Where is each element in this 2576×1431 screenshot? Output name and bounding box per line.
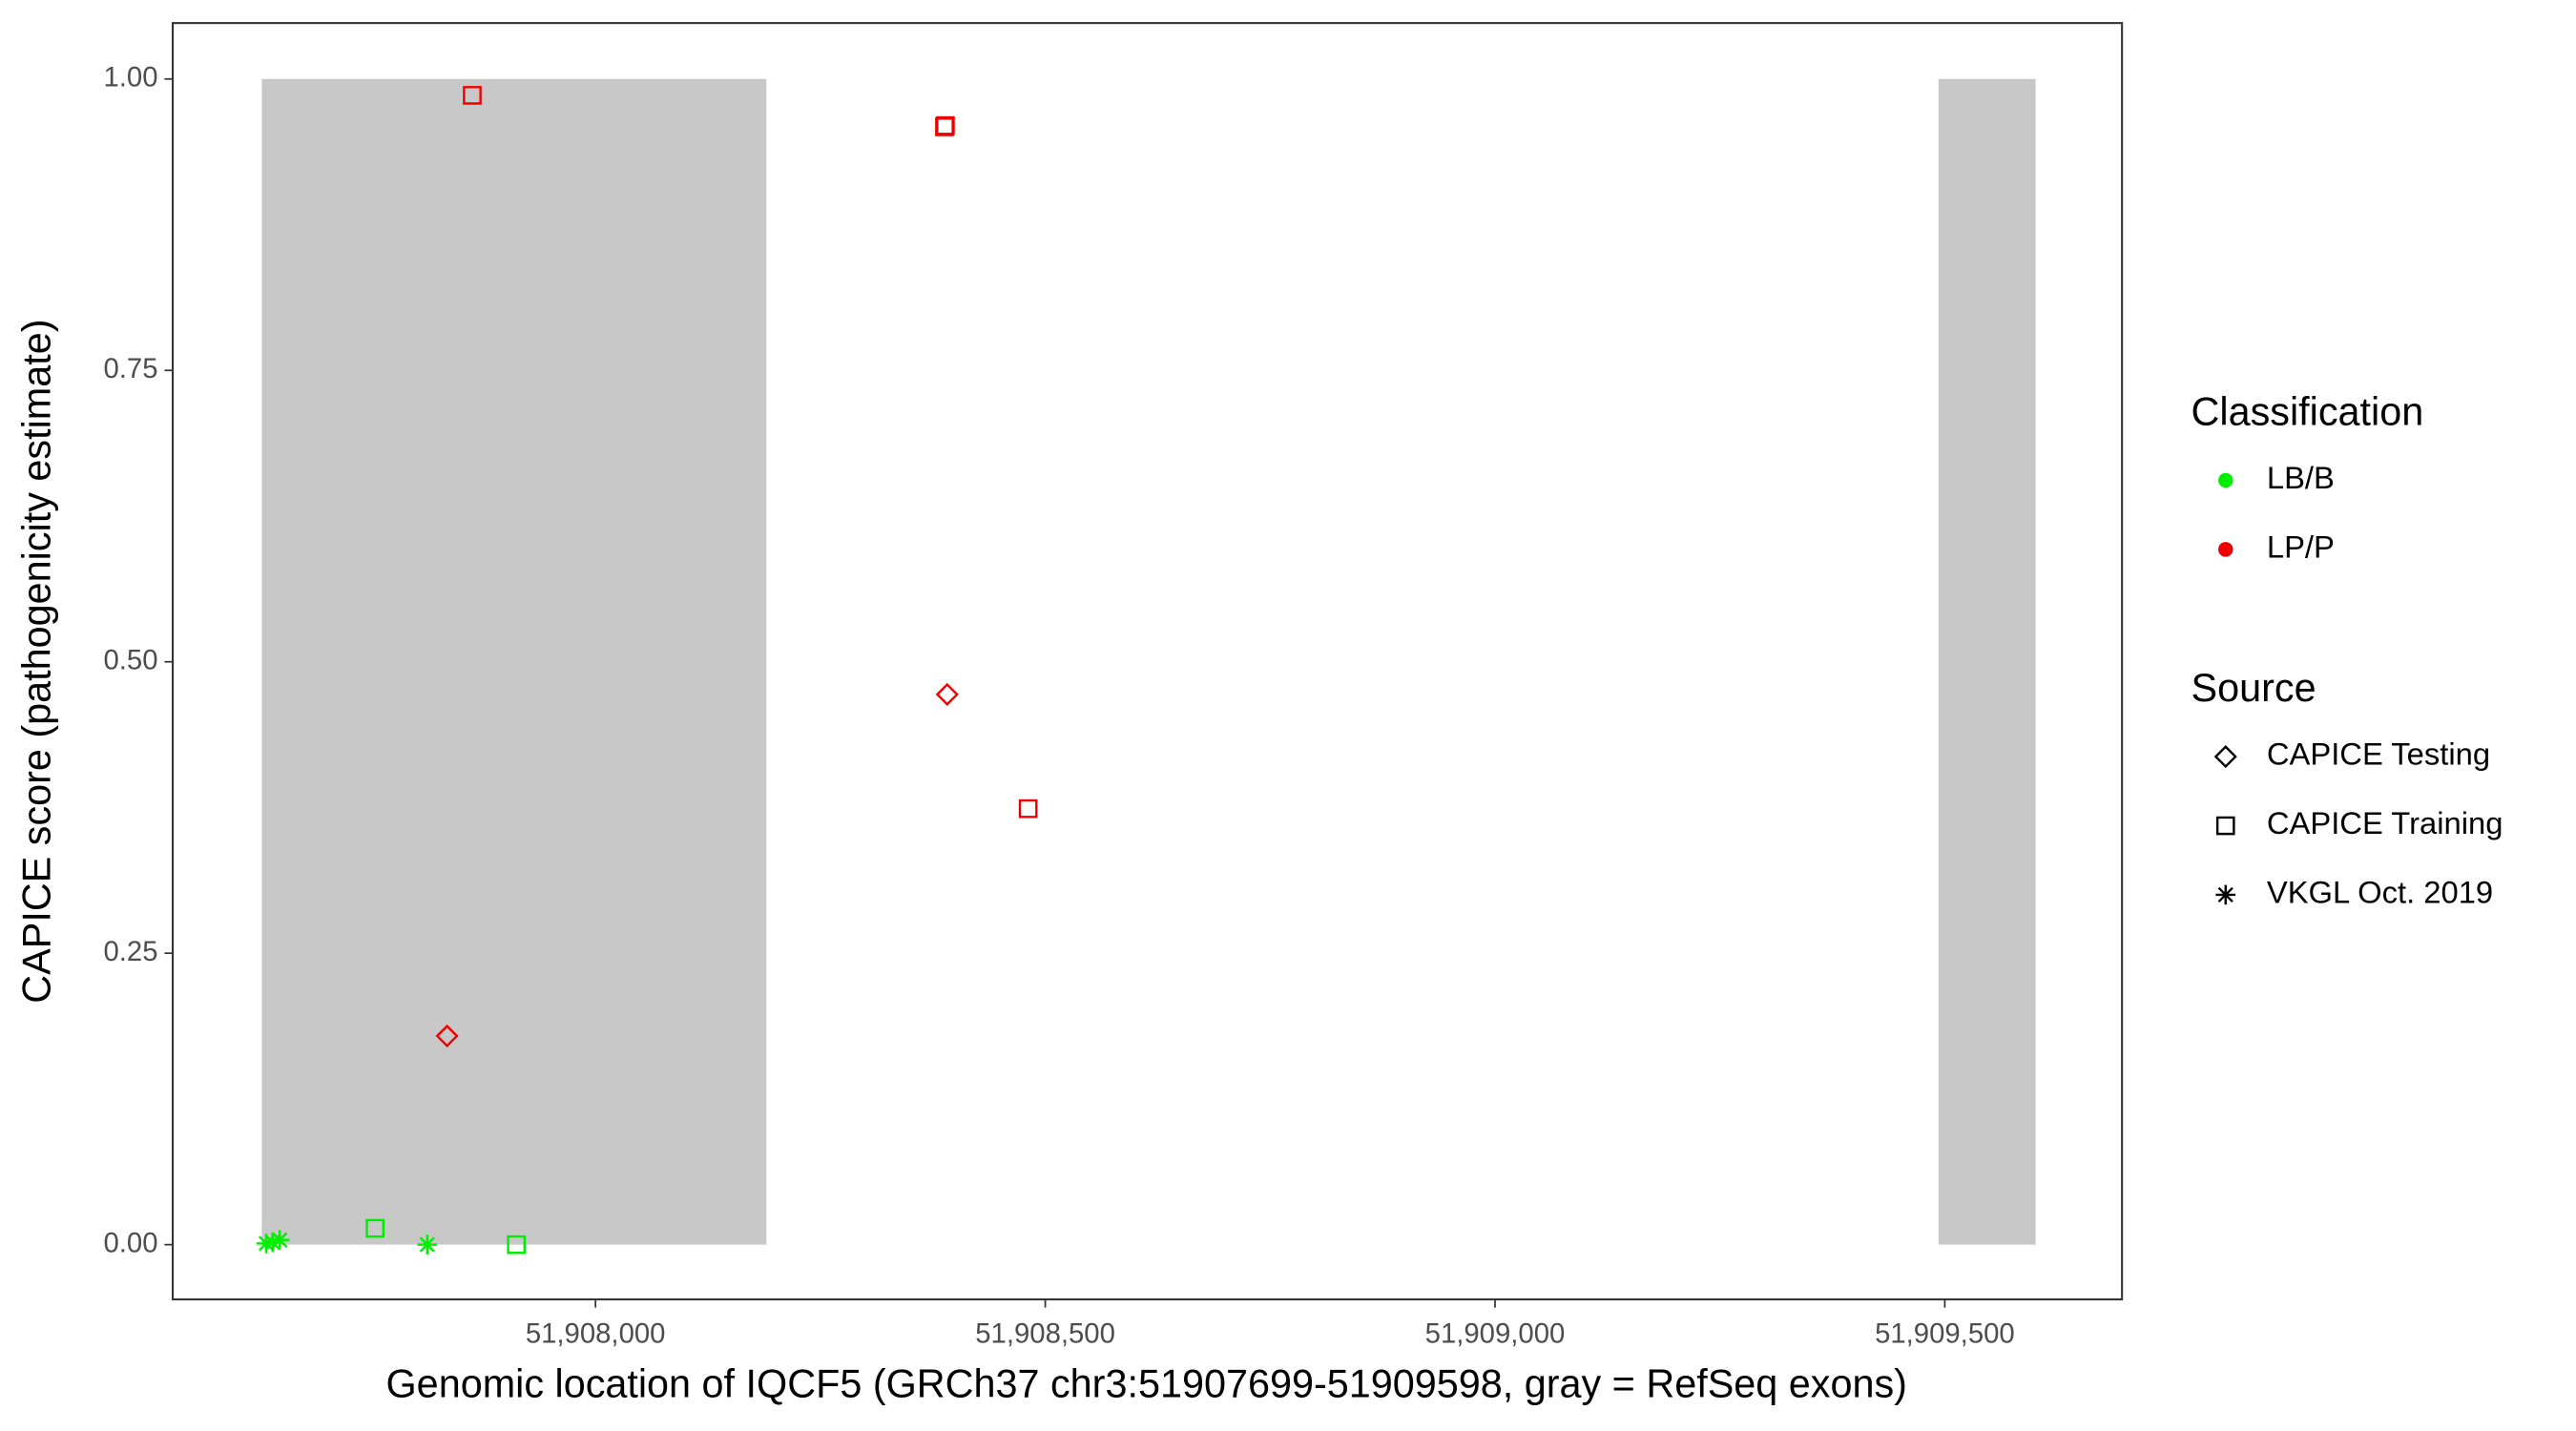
exon [261, 78, 767, 1245]
point [256, 1234, 277, 1254]
exon [1938, 78, 2036, 1245]
point [417, 1234, 438, 1255]
legend-swatch [2218, 542, 2233, 557]
x-tick-label: 51,908,000 [526, 1318, 666, 1350]
point [936, 115, 955, 135]
point [269, 1230, 290, 1251]
point [1018, 798, 1038, 819]
y-tick-label: 0.75 [103, 353, 157, 384]
legend-title: Source [2192, 666, 2316, 710]
plot-frame [172, 22, 2124, 1301]
legend-label: CAPICE Testing [2267, 736, 2490, 772]
x-axis-label: Genomic location of IQCF5 (GRCh37 chr3:5… [386, 1361, 1907, 1405]
legend-symbol [2215, 816, 2235, 836]
legend-label: LP/P [2267, 529, 2335, 565]
legend-label: CAPICE Training [2267, 805, 2503, 840]
x-tick-label: 51,909,000 [1425, 1318, 1566, 1350]
point [507, 1234, 527, 1255]
point [365, 1218, 384, 1238]
x-tick-label: 51,908,500 [975, 1318, 1115, 1350]
x-tick-label: 51,909,500 [1875, 1318, 2015, 1350]
y-tick-label: 0.00 [103, 1227, 157, 1258]
y-axis-label: CAPICE score (pathogenicity estimate) [14, 320, 58, 1004]
legend-symbol [2215, 884, 2236, 905]
legend-title: Classification [2192, 389, 2424, 433]
y-tick-label: 0.50 [103, 644, 157, 675]
point [935, 117, 954, 136]
point [435, 1024, 459, 1047]
y-tick-label: 1.00 [103, 62, 157, 93]
legend-swatch [2218, 472, 2233, 488]
y-tick-label: 0.25 [103, 936, 157, 967]
legend-label: LB/B [2267, 460, 2335, 495]
point [935, 682, 959, 706]
legend-label: VKGL Oct. 2019 [2267, 875, 2493, 910]
point [463, 86, 482, 105]
point [262, 1232, 283, 1253]
legend-symbol [2213, 745, 2237, 769]
